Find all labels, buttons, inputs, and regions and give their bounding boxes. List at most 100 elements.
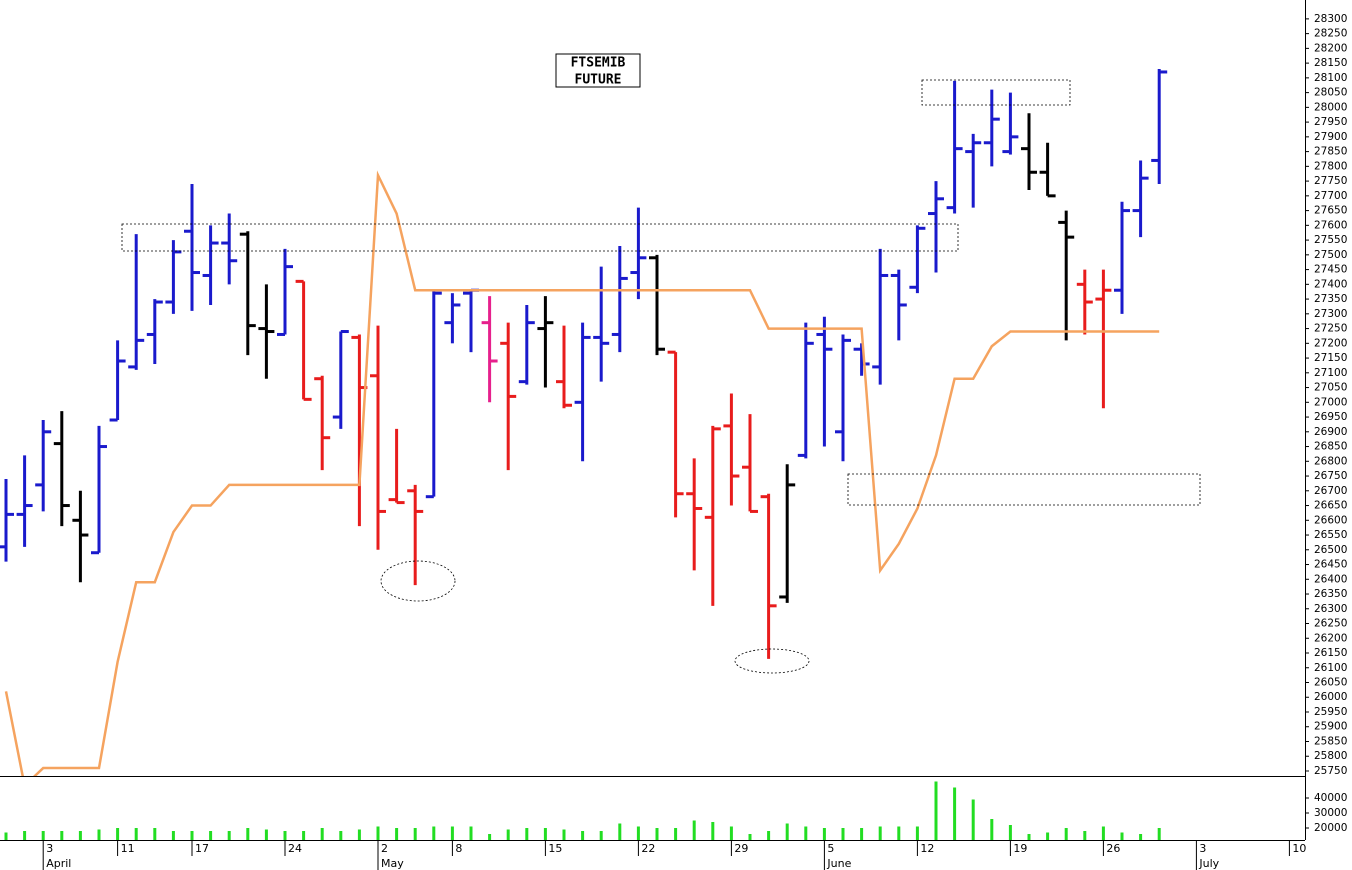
volume-bar <box>357 829 361 840</box>
volume-bar <box>878 826 882 840</box>
volume-bar <box>506 829 510 840</box>
month-label: April <box>46 857 71 870</box>
month-label: July <box>1198 857 1219 870</box>
volume-bar <box>153 828 157 840</box>
volume-bar <box>841 828 845 840</box>
volume-bar <box>171 831 175 840</box>
volume-bar <box>729 826 733 840</box>
volume-bar <box>897 826 901 840</box>
y-tick-label: 27000 <box>1314 396 1347 408</box>
y-tick-label: 26750 <box>1314 470 1347 482</box>
volume-bar <box>395 828 399 840</box>
x-tick-label: 3 <box>46 842 53 855</box>
y-tick-label: 28200 <box>1314 42 1347 54</box>
x-tick-label: 3 <box>1199 842 1206 855</box>
volume-bar <box>1083 831 1087 840</box>
y-tick-label: 27750 <box>1314 175 1347 187</box>
volume-bar <box>190 831 194 840</box>
y-tick-label: 27400 <box>1314 278 1347 290</box>
volume-bar <box>599 831 603 840</box>
y-tick-label: 26950 <box>1314 411 1347 423</box>
x-tick-label: 8 <box>455 842 462 855</box>
y-tick-label: 20000 <box>1314 822 1347 834</box>
y-tick-label: 27200 <box>1314 337 1347 349</box>
chart-title: FTSEMIB <box>571 56 626 71</box>
x-tick-label: 24 <box>288 842 302 855</box>
x-tick-label: 5 <box>827 842 834 855</box>
volume-bar <box>41 831 45 840</box>
volume-bar <box>283 831 287 840</box>
x-tick-label: 29 <box>734 842 748 855</box>
y-tick-label: 26300 <box>1314 603 1347 615</box>
month-label: May <box>381 857 404 870</box>
volume-bar <box>432 826 436 840</box>
volume-bar <box>953 787 957 840</box>
y-tick-label: 26650 <box>1314 500 1347 512</box>
y-tick-label: 26150 <box>1314 647 1347 659</box>
volume-bar <box>581 831 585 840</box>
y-tick-label: 26600 <box>1314 514 1347 526</box>
y-tick-label: 26350 <box>1314 588 1347 600</box>
y-tick-label: 27600 <box>1314 219 1347 231</box>
x-tick-label: 22 <box>641 842 655 855</box>
volume-bar <box>320 828 324 840</box>
y-tick-label: 27450 <box>1314 264 1347 276</box>
range-box <box>847 473 1201 506</box>
y-tick-label: 27700 <box>1314 190 1347 202</box>
y-tick-label: 26100 <box>1314 662 1347 674</box>
volume-bar <box>934 781 938 840</box>
volume-bar <box>1027 834 1031 840</box>
y-tick-label: 28050 <box>1314 87 1347 99</box>
volume-bar <box>1157 828 1161 840</box>
chart-title: FUTURE <box>575 73 622 88</box>
price-panel <box>0 69 1168 776</box>
volume-bar <box>990 819 994 840</box>
y-tick-label: 25900 <box>1314 721 1347 733</box>
volume-bar <box>711 822 715 840</box>
y-tick-label: 28150 <box>1314 57 1347 69</box>
y-tick-label: 27550 <box>1314 234 1347 246</box>
title-box <box>555 53 641 88</box>
y-tick-label: 26250 <box>1314 618 1347 630</box>
y-tick-label: 26900 <box>1314 426 1347 438</box>
volume-bar <box>822 828 826 840</box>
x-tick-label: 2 <box>381 842 388 855</box>
volume-bar <box>767 831 771 840</box>
volume-bar <box>227 831 231 840</box>
y-tick-label: 26450 <box>1314 559 1347 571</box>
volume-bar <box>78 831 82 840</box>
volume-bar <box>1120 832 1124 840</box>
x-tick-label: 15 <box>548 842 562 855</box>
low-marker <box>380 560 456 602</box>
volume-bar <box>116 828 120 840</box>
volume-bar <box>339 831 343 840</box>
y-tick-label: 26200 <box>1314 632 1347 644</box>
volume-bar <box>97 829 101 840</box>
range-box <box>921 79 1071 106</box>
y-tick-label: 25800 <box>1314 750 1347 762</box>
volume-bar <box>302 831 306 840</box>
volume-bar <box>264 829 268 840</box>
y-tick-label: 27500 <box>1314 249 1347 261</box>
volume-bar <box>134 828 138 840</box>
volume-bar <box>1064 828 1068 840</box>
y-tick-label: 40000 <box>1314 792 1347 804</box>
volume-bar <box>674 828 678 840</box>
y-tick-label: 26500 <box>1314 544 1347 556</box>
volume-bar <box>1046 832 1050 840</box>
y-tick-label: 26700 <box>1314 485 1347 497</box>
volume-bar <box>860 828 864 840</box>
y-tick-label: 27650 <box>1314 205 1347 217</box>
y-tick-label: 27950 <box>1314 116 1347 128</box>
volume-bar <box>23 831 27 840</box>
month-label: June <box>826 857 851 870</box>
volume-bar <box>562 829 566 840</box>
y-tick-label: 27050 <box>1314 382 1347 394</box>
y-tick-label: 27800 <box>1314 160 1347 172</box>
volume-bar <box>915 826 919 840</box>
y-tick-label: 26000 <box>1314 691 1347 703</box>
volume-bar <box>543 828 547 840</box>
volume-bar <box>376 826 380 840</box>
